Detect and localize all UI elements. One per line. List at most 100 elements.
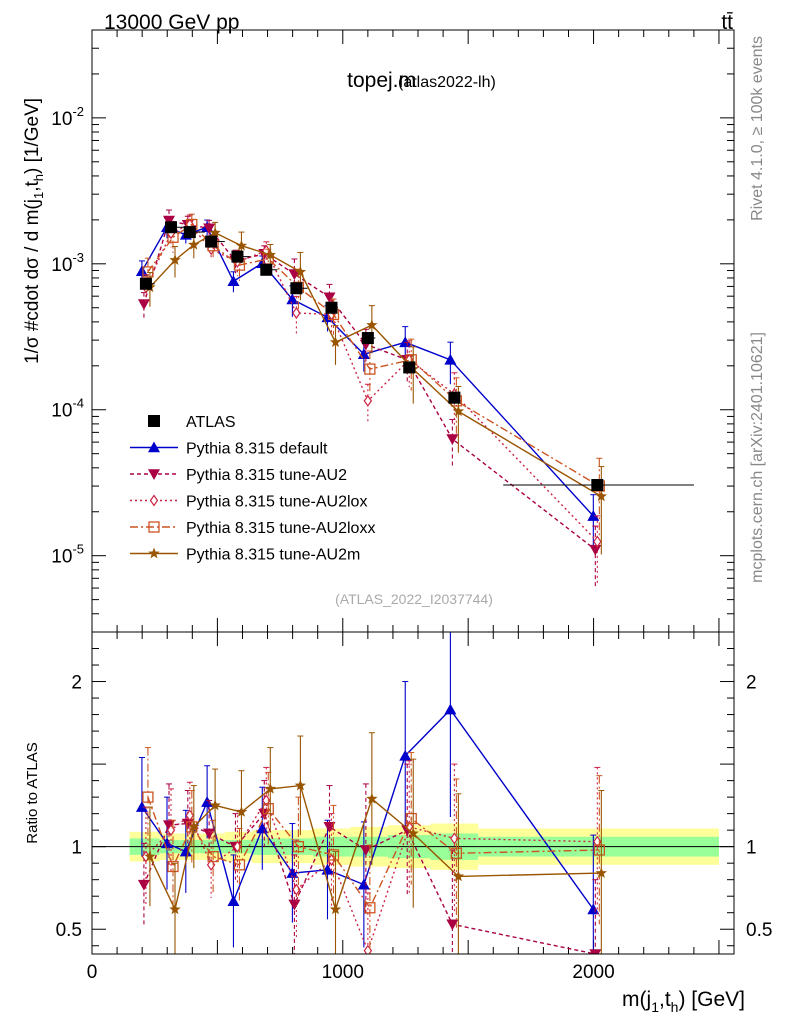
- series-point: [235, 239, 248, 251]
- ratio-tick-label-right: 1: [746, 838, 757, 859]
- ratio-point: [262, 803, 274, 815]
- y-axis-label: 1/σ #cdot dσ / d m(j1,th) [1/GeV]: [22, 98, 46, 364]
- series-point: [162, 215, 175, 227]
- ratio-point: [366, 792, 378, 804]
- legend-label: Pythia 8.315 tune-AU2m: [186, 547, 360, 564]
- series-point: [363, 394, 373, 407]
- ratio-point: [292, 841, 305, 853]
- ratio-point: [595, 867, 607, 878]
- ratio-point: [589, 949, 602, 954]
- x-tick-label: 0: [87, 962, 98, 983]
- series-point: [399, 336, 412, 348]
- series-line: [147, 223, 600, 487]
- chart-subtitle: (atlas2022-lh): [398, 74, 496, 91]
- series-line: [141, 226, 594, 517]
- chart-title: topej.m: [347, 69, 416, 92]
- ratio-point: [235, 806, 248, 817]
- ratio-point: [206, 858, 216, 871]
- ratio-point: [363, 944, 373, 954]
- series-point: [593, 535, 602, 548]
- series-point: [366, 319, 378, 330]
- series-point: [209, 226, 221, 238]
- data-point-atlas: [231, 250, 244, 263]
- ratio-point: [444, 703, 457, 715]
- series-point: [452, 405, 465, 417]
- x-axis-label: m(j1,th) [GeV]: [622, 988, 745, 1015]
- legend-marker-atlas: [148, 415, 160, 427]
- series-point: [587, 510, 600, 521]
- ratio-tick-label-left: 0.5: [56, 920, 82, 941]
- data-point-atlas: [183, 226, 196, 239]
- ratio-point: [201, 796, 214, 807]
- ratio-y-axis-label: Ratio to ATLAS: [24, 742, 41, 843]
- ratio-point: [286, 867, 299, 878]
- series-point: [137, 299, 150, 311]
- series-point: [595, 490, 607, 502]
- ratio-point: [167, 860, 179, 873]
- data-point-atlas: [403, 361, 416, 374]
- ratio-point: [450, 847, 463, 859]
- series-point: [444, 353, 457, 365]
- data-point-atlas: [591, 479, 604, 492]
- ratio-point: [233, 859, 246, 871]
- header-process-label: tt̄: [721, 11, 733, 34]
- ratio-point: [327, 849, 340, 861]
- ratio-point: [399, 749, 412, 761]
- data-point-atlas: [325, 301, 338, 314]
- ratio-point: [294, 779, 307, 791]
- ratio-point: [323, 822, 336, 833]
- series-line: [149, 232, 602, 498]
- ratio-point: [142, 791, 154, 803]
- legend-label: Pythia 8.315 tune-AU2loxx: [186, 520, 375, 537]
- ratio-frame: [91, 631, 735, 955]
- y-tick-label: 10-4: [51, 396, 84, 422]
- ratio-point: [359, 845, 372, 856]
- ratio-point: [364, 902, 376, 914]
- rivet-version-label: Rivet 4.1.0, ≥ 100k events: [749, 36, 766, 221]
- ratio-tick-label-right: 0.5: [746, 920, 772, 941]
- ratio-tick-label-right: 2: [746, 673, 757, 694]
- legend-marker: [149, 494, 159, 507]
- series-line: [143, 219, 596, 551]
- x-tick-label: 2000: [572, 962, 614, 983]
- analysis-watermark: (ATLAS_2022_I2037744): [335, 591, 493, 607]
- ratio-point: [292, 883, 301, 896]
- ratio-point: [264, 782, 276, 794]
- ratio-point: [329, 903, 342, 915]
- ratio-point: [593, 844, 605, 856]
- ratio-point: [407, 827, 419, 839]
- ratio-panel: 0.5 0.5 1 1 2 2 Ratio to ATLAS m(j1,th) [GeV]: [24, 631, 772, 1015]
- legend-label: Pythia 8.315 tune-AU2: [186, 467, 347, 484]
- series-point: [323, 292, 336, 304]
- ratio-point: [188, 820, 200, 832]
- series-point: [227, 275, 240, 287]
- series-point: [142, 266, 154, 278]
- series-point: [446, 434, 459, 446]
- ratio-point: [405, 812, 417, 825]
- data-point-atlas: [164, 221, 177, 234]
- x-tick-label: 1000: [322, 962, 364, 983]
- header-energy-label: 13000 GeV pp: [104, 11, 239, 34]
- series-point: [292, 306, 301, 320]
- y-tick-label: 10-5: [51, 542, 84, 568]
- ratio-tick-label-left: 1: [71, 838, 82, 859]
- y-tick-label: 10-2: [51, 104, 84, 130]
- ratio-point: [446, 919, 459, 931]
- ratio-point: [452, 870, 465, 882]
- ratio-point: [207, 850, 219, 863]
- series-point: [286, 293, 299, 305]
- ratio-point: [450, 832, 459, 845]
- y-tick-label: 10-3: [51, 250, 84, 276]
- ratio-point: [227, 895, 240, 906]
- main-panel: 10-5 10-4 10-3 10-2 0 1000 2000 topej.m (atlas…: [22, 29, 735, 983]
- data-point-atlas: [448, 391, 461, 404]
- ratio-tick-label-left: 2: [71, 673, 82, 694]
- mcplots-label: mcplots.cern.ch [arXiv:2401.10621]: [749, 332, 766, 583]
- series-point: [294, 265, 307, 277]
- legend-label-atlas: ATLAS: [186, 414, 236, 431]
- series-point: [169, 254, 181, 265]
- ratio-point: [209, 799, 221, 811]
- legend-label: Pythia 8.315 default: [186, 441, 328, 458]
- ratio-point: [135, 801, 148, 812]
